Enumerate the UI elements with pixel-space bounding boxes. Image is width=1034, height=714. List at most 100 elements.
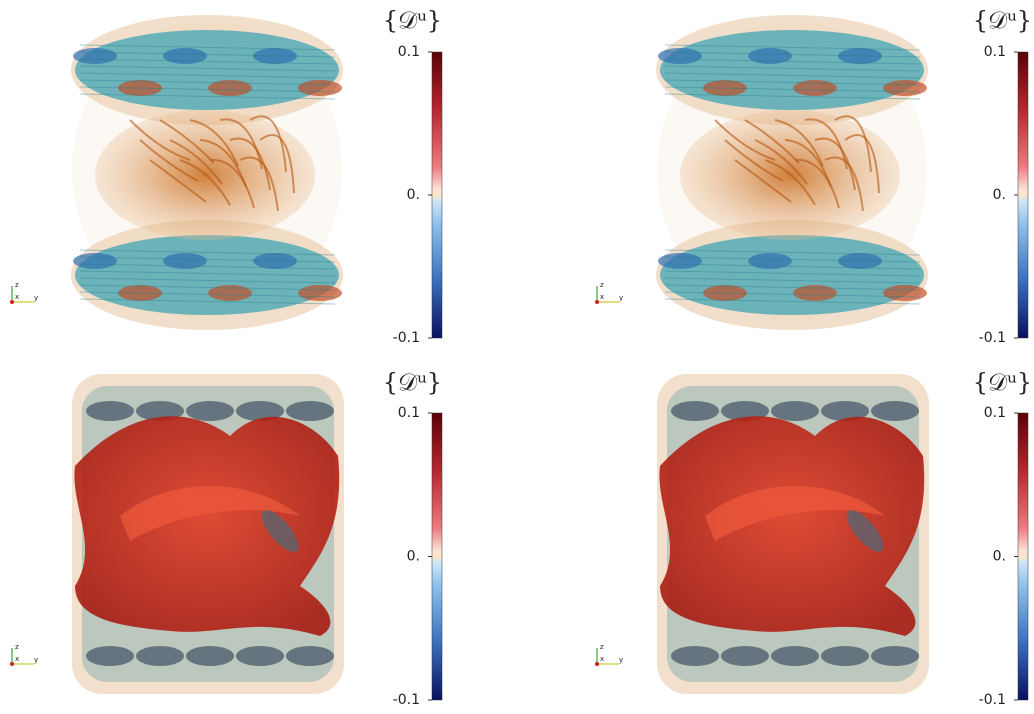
streak	[664, 263, 921, 270]
vortex	[118, 80, 162, 96]
filament	[734, 159, 792, 203]
streak	[664, 58, 921, 65]
colorbar-title: {𝒟ᵘ}	[973, 369, 1032, 397]
vortex	[793, 285, 837, 301]
swirl	[74, 416, 340, 636]
streak	[79, 263, 336, 270]
axis-x	[595, 662, 599, 666]
streak	[79, 249, 336, 256]
filament	[794, 158, 840, 209]
filament	[159, 119, 215, 164]
vortex	[118, 285, 162, 301]
vortex	[821, 646, 869, 666]
tick-label: 0.	[407, 187, 420, 203]
vortex	[703, 80, 747, 96]
filament	[844, 134, 880, 194]
axis-label: y	[34, 294, 38, 302]
streak	[79, 51, 336, 58]
vortex	[658, 253, 702, 269]
swirl-fold	[120, 486, 300, 541]
axis-label: z	[600, 643, 604, 651]
vortex	[298, 80, 342, 96]
streak	[664, 44, 921, 51]
vortex	[748, 253, 792, 269]
vortex	[721, 646, 769, 666]
vortex	[883, 80, 927, 96]
tick-label: -0.1	[979, 692, 1006, 708]
filament	[129, 119, 191, 161]
vortex	[163, 253, 207, 269]
vortex	[236, 401, 284, 421]
colorbar	[1017, 51, 1029, 339]
axis-x	[10, 662, 14, 666]
vortex	[846, 510, 884, 552]
axis-label: x	[600, 655, 604, 663]
render-3d	[657, 374, 929, 694]
streak	[664, 72, 921, 79]
streak	[664, 79, 921, 86]
axis-x	[595, 300, 599, 304]
vortex	[136, 646, 184, 666]
filament	[179, 159, 231, 206]
axis-label: x	[15, 655, 19, 663]
render-3d	[71, 15, 343, 330]
filament	[249, 115, 287, 173]
axis-x	[10, 300, 14, 304]
vortex	[236, 646, 284, 666]
vortex	[793, 80, 837, 96]
filament	[229, 137, 271, 191]
axis-label: z	[15, 281, 19, 289]
colorbar-title: {𝒟ᵘ}	[383, 369, 442, 397]
vortex	[186, 646, 234, 666]
tick-label: 0.	[993, 549, 1006, 565]
vortex	[163, 48, 207, 64]
axis-label: y	[619, 294, 623, 302]
tick-label: 0.	[993, 187, 1006, 203]
colorbar-title: {𝒟ᵘ}	[973, 7, 1032, 35]
streak	[664, 284, 921, 291]
vortex	[838, 253, 882, 269]
render-3d	[72, 374, 344, 694]
filament	[744, 119, 800, 164]
vortex	[748, 48, 792, 64]
streak	[79, 270, 336, 277]
filament	[239, 156, 279, 212]
vortex	[208, 80, 252, 96]
vortex	[871, 401, 919, 421]
vortex	[821, 401, 869, 421]
filament	[189, 119, 239, 167]
filament	[804, 118, 848, 170]
colorbar	[431, 412, 443, 701]
tick-label: 0.	[407, 549, 420, 565]
axis-label: y	[619, 656, 623, 664]
vortex	[136, 401, 184, 421]
filament	[259, 134, 295, 194]
filament	[169, 139, 223, 185]
filament	[714, 119, 776, 161]
streak	[664, 291, 921, 298]
vortex	[286, 646, 334, 666]
vortex	[186, 401, 234, 421]
colorbar	[431, 51, 443, 339]
filament	[764, 159, 816, 206]
streak	[79, 277, 336, 284]
tick-label: 0.1	[398, 405, 420, 421]
streak	[79, 86, 336, 93]
axis-label: z	[15, 643, 19, 651]
streak	[79, 79, 336, 86]
colorbar-title: {𝒟ᵘ}	[383, 7, 442, 35]
vortex	[871, 646, 919, 666]
swirl-fold	[705, 486, 885, 541]
tick-label: 0.1	[398, 44, 420, 60]
streak	[79, 256, 336, 263]
filament	[774, 119, 824, 167]
streak	[664, 86, 921, 93]
vortex	[671, 646, 719, 666]
colorbar	[1017, 412, 1029, 701]
vortex	[298, 285, 342, 301]
tick-label: 0.1	[984, 405, 1006, 421]
swirl	[659, 416, 925, 636]
vortex	[253, 253, 297, 269]
